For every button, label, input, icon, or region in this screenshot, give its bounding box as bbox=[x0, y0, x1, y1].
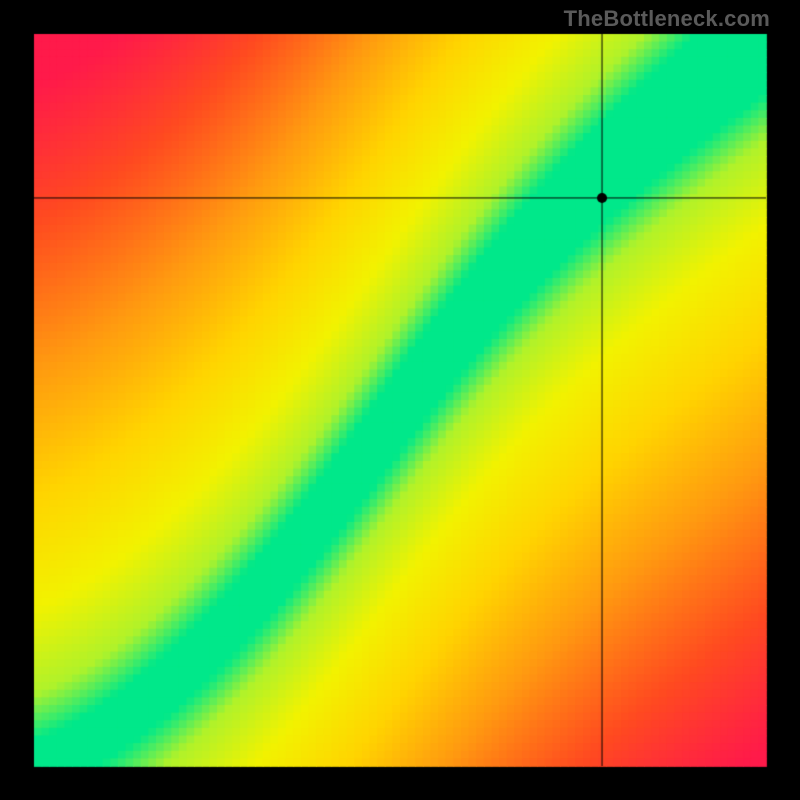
bottleneck-heatmap bbox=[0, 0, 800, 800]
watermark-label: TheBottleneck.com bbox=[564, 6, 770, 32]
chart-container: TheBottleneck.com bbox=[0, 0, 800, 800]
